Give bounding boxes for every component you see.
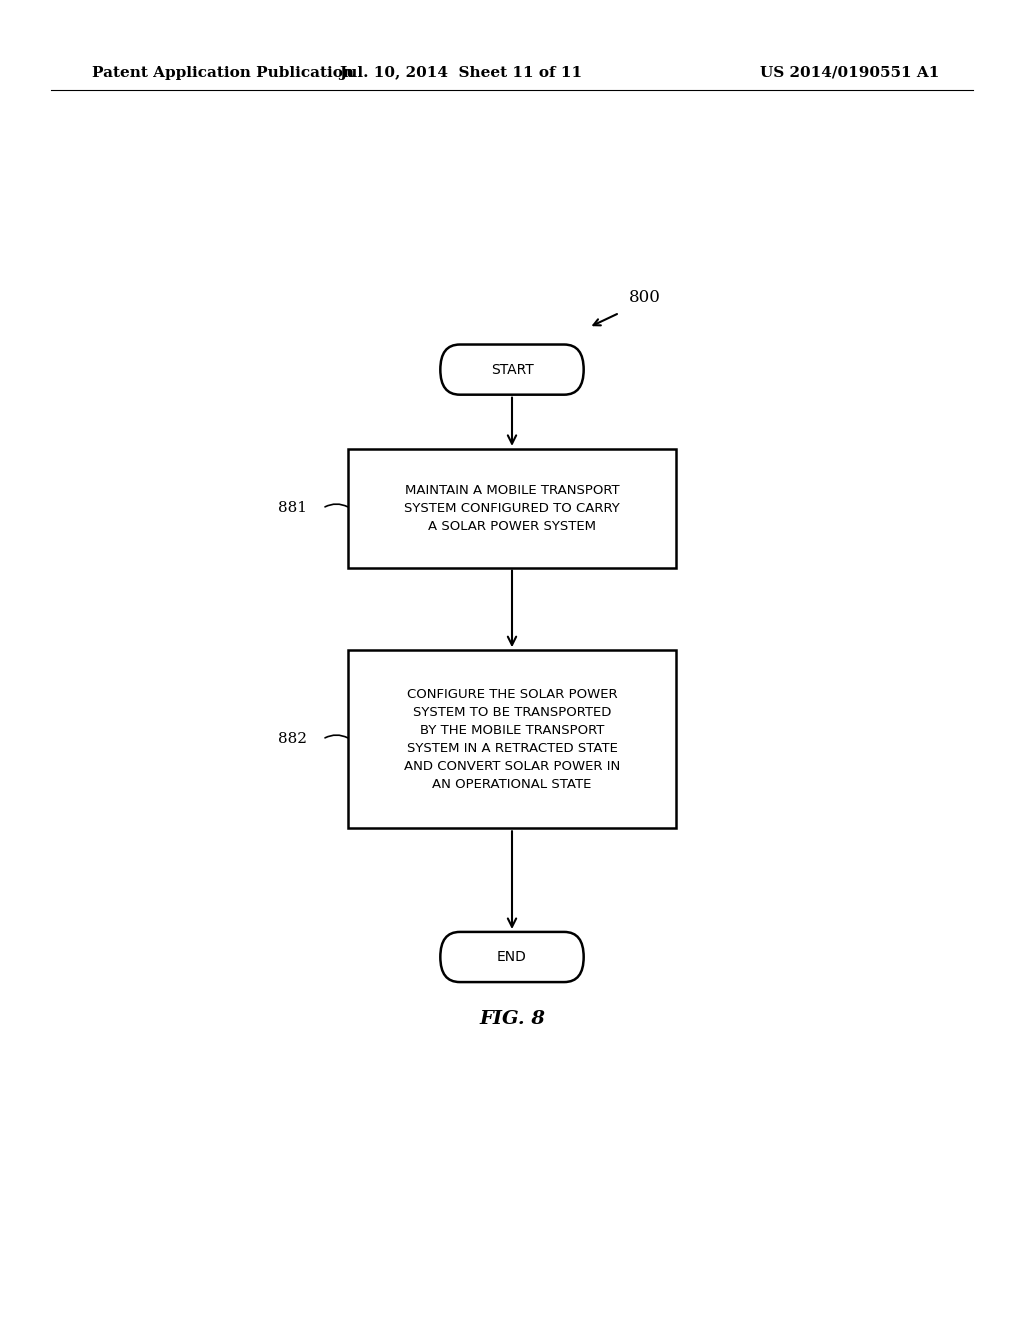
Text: 800: 800 (629, 289, 662, 305)
FancyBboxPatch shape (440, 932, 584, 982)
Text: END: END (497, 950, 527, 964)
Bar (348, 449, 676, 568)
Bar (348, 649, 676, 829)
Text: Jul. 10, 2014  Sheet 11 of 11: Jul. 10, 2014 Sheet 11 of 11 (339, 66, 583, 79)
Text: 882: 882 (279, 733, 307, 746)
Text: CONFIGURE THE SOLAR POWER
SYSTEM TO BE TRANSPORTED
BY THE MOBILE TRANSPORT
SYSTE: CONFIGURE THE SOLAR POWER SYSTEM TO BE T… (403, 688, 621, 791)
Text: US 2014/0190551 A1: US 2014/0190551 A1 (760, 66, 940, 79)
Text: START: START (490, 363, 534, 376)
Text: Patent Application Publication: Patent Application Publication (92, 66, 354, 79)
FancyBboxPatch shape (440, 345, 584, 395)
Text: 881: 881 (279, 502, 307, 515)
Text: MAINTAIN A MOBILE TRANSPORT
SYSTEM CONFIGURED TO CARRY
A SOLAR POWER SYSTEM: MAINTAIN A MOBILE TRANSPORT SYSTEM CONFI… (404, 483, 620, 533)
Text: FIG. 8: FIG. 8 (479, 1010, 545, 1028)
